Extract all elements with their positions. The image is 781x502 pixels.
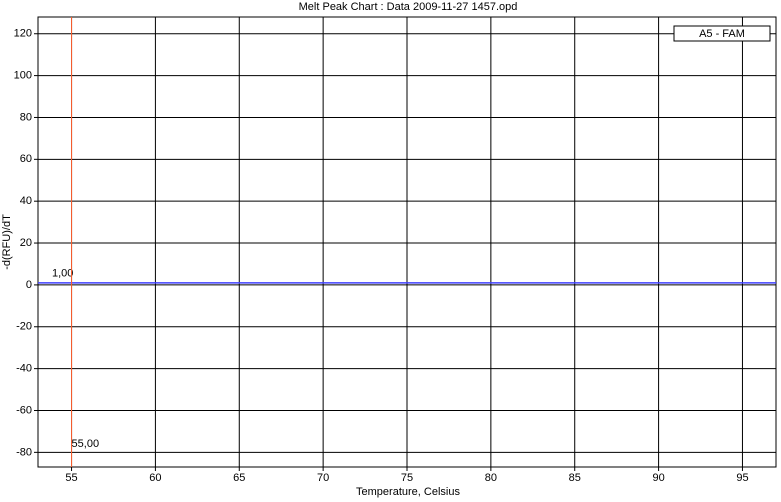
chart-title: Melt Peak Chart : Data 2009-11-27 1457.o… bbox=[299, 1, 518, 13]
y-tick-label: -40 bbox=[16, 363, 32, 375]
y-tick-label: 20 bbox=[20, 237, 32, 249]
legend-box bbox=[673, 25, 771, 42]
x-tick-label: 75 bbox=[401, 472, 413, 484]
x-axis-label: Temperature, Celsius bbox=[356, 486, 460, 498]
y-tick-label: -80 bbox=[16, 446, 32, 458]
y-tick-label: -20 bbox=[16, 321, 32, 333]
y-tick-label: 0 bbox=[26, 279, 32, 291]
y-axis-label: -d(RFU)/dT bbox=[1, 214, 13, 270]
x-tick-label: 70 bbox=[317, 472, 329, 484]
y-tick-label: 120 bbox=[14, 28, 32, 40]
y-tick-label: 60 bbox=[20, 153, 32, 165]
y-tick-label: 40 bbox=[20, 195, 32, 207]
threshold-label: 1,00 bbox=[52, 268, 73, 280]
x-tick-label: 85 bbox=[569, 472, 581, 484]
x-tick-label: 80 bbox=[485, 472, 497, 484]
y-tick-label: 80 bbox=[20, 111, 32, 123]
legend-label: A5 - FAM bbox=[699, 28, 745, 40]
y-tick-label: -60 bbox=[16, 404, 32, 416]
x-tick-label: 60 bbox=[149, 472, 161, 484]
x-tick-label: 95 bbox=[736, 472, 748, 484]
y-tick-label: 100 bbox=[14, 70, 32, 82]
marker-label: 55,00 bbox=[72, 438, 100, 450]
x-tick-label: 55 bbox=[65, 472, 77, 484]
x-tick-label: 65 bbox=[233, 472, 245, 484]
x-tick-label: 90 bbox=[652, 472, 664, 484]
